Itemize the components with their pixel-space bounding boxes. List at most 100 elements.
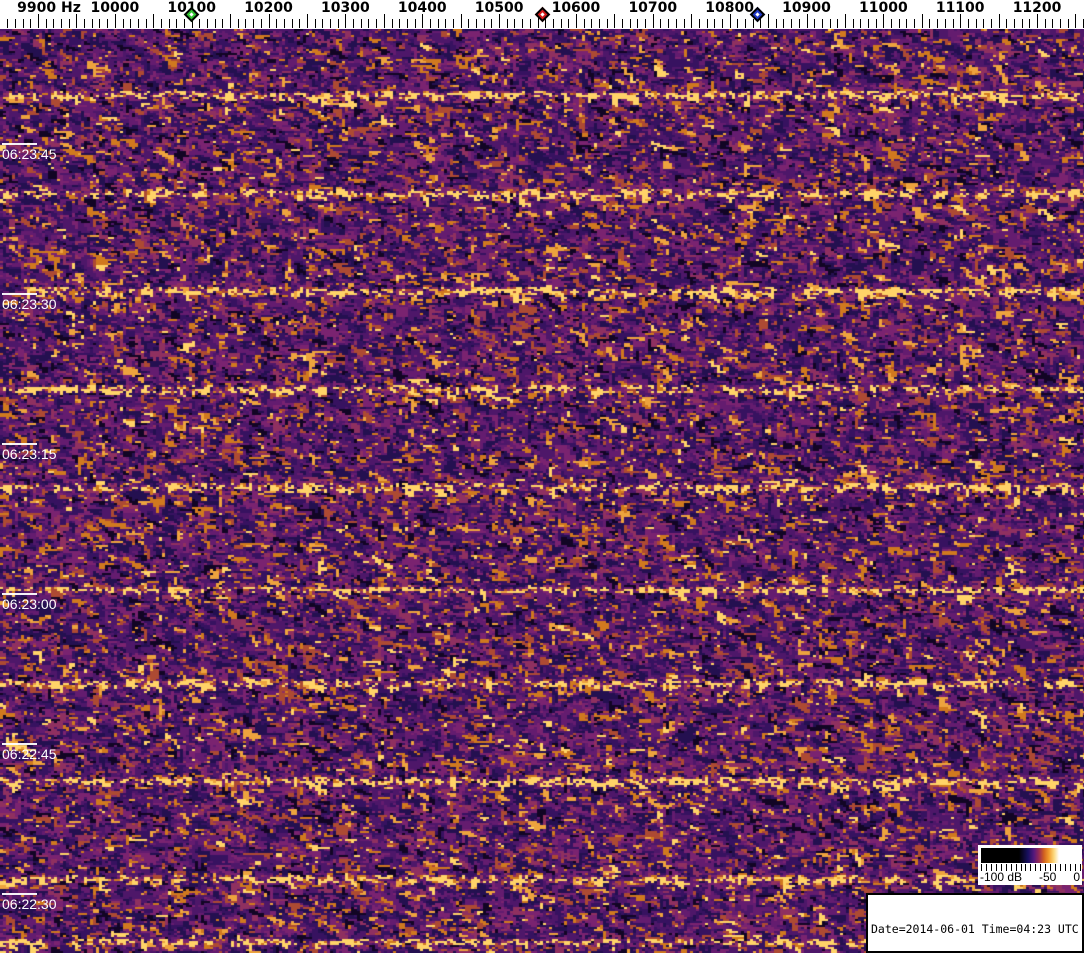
time-label: 06:23:30 <box>2 296 57 312</box>
legend-tick <box>1069 864 1071 871</box>
ruler-tick <box>361 19 362 28</box>
ruler-tick <box>737 19 738 28</box>
ruler-tick <box>476 19 477 28</box>
ruler-tick <box>169 19 170 28</box>
ruler-freq-label: 10200 <box>244 0 293 16</box>
frequency-ruler[interactable]: 9900 Hz100001010010200103001040010500106… <box>0 0 1084 29</box>
ruler-tick <box>960 14 961 28</box>
ruler-tick <box>292 19 293 28</box>
ruler-tick <box>853 19 854 28</box>
ruler-tick <box>322 19 323 28</box>
ruler-tick <box>399 19 400 28</box>
legend-tick <box>1005 864 1007 871</box>
ruler-tick <box>545 19 546 28</box>
ruler-tick <box>922 14 923 28</box>
ruler-tick <box>338 19 339 28</box>
legend-tick <box>1010 864 1012 871</box>
ruler-tick <box>883 14 884 28</box>
ruler-freq-label: 10400 <box>397 0 447 16</box>
ruler-tick <box>445 19 446 28</box>
legend-tick <box>995 864 997 871</box>
ruler-freq-label: 10000 <box>90 0 140 16</box>
ruler-tick <box>153 14 154 28</box>
ruler-tick <box>384 14 385 28</box>
ruler-tick <box>807 14 808 28</box>
ruler-tick <box>722 19 723 28</box>
ruler-tick <box>1006 19 1007 28</box>
ruler-tick <box>1022 19 1023 28</box>
ruler-tick <box>684 19 685 28</box>
ruler-tick <box>299 19 300 28</box>
color-gradient-bar <box>981 848 1081 863</box>
ruler-tick <box>783 19 784 28</box>
ruler-tick <box>630 19 631 28</box>
legend-tick <box>1074 864 1076 871</box>
ruler-freq-label: 10600 <box>551 0 601 16</box>
ruler-tick <box>945 19 946 28</box>
ruler-freq-label: 11200 <box>1012 0 1062 16</box>
ruler-tick <box>99 19 100 28</box>
ruler-freq-label: 10500 <box>474 0 524 16</box>
legend-label-mid: -50 <box>1039 870 1057 884</box>
ruler-tick <box>914 19 915 28</box>
ruler-tick <box>276 19 277 28</box>
ruler-tick <box>107 19 108 28</box>
ruler-tick <box>138 19 139 28</box>
ruler-tick <box>929 19 930 28</box>
ruler-tick <box>453 19 454 28</box>
ruler-tick <box>53 19 54 28</box>
ruler-tick <box>23 19 24 28</box>
marker-center-dot <box>755 12 760 17</box>
ruler-tick <box>46 19 47 28</box>
legend-tick <box>1025 864 1027 871</box>
ruler-freq-label: 10900 <box>782 0 831 16</box>
ruler-tick <box>553 19 554 28</box>
ruler-tick <box>745 19 746 28</box>
ruler-tick <box>1068 19 1069 28</box>
ruler-tick <box>1075 14 1076 28</box>
ruler-tick <box>730 14 731 28</box>
ruler-tick <box>1060 19 1061 28</box>
ruler-tick <box>591 19 592 28</box>
ruler-tick <box>130 19 131 28</box>
ruler-tick <box>876 19 877 28</box>
legend-tick <box>1020 864 1022 871</box>
ruler-tick <box>345 14 346 28</box>
ruler-tick <box>199 19 200 28</box>
legend-label-row: -100 dB -50 0 <box>980 870 1080 884</box>
legend-tick <box>1079 864 1081 871</box>
ruler-tick <box>822 19 823 28</box>
ruler-tick <box>991 19 992 28</box>
ruler-tick <box>906 19 907 28</box>
legend-tick <box>1000 864 1002 871</box>
ruler-tick <box>576 14 577 28</box>
ruler-tick <box>261 19 262 28</box>
ruler-freq-label: 9900 Hz <box>17 0 81 16</box>
time-tick <box>2 593 37 595</box>
ruler-tick <box>84 19 85 28</box>
ruler-tick <box>161 19 162 28</box>
ruler-tick <box>407 19 408 28</box>
ruler-tick <box>92 19 93 28</box>
ruler-tick <box>837 19 838 28</box>
ruler-tick <box>1052 19 1053 28</box>
ruler-tick <box>1037 14 1038 28</box>
ruler-tick <box>976 19 977 28</box>
legend-tick <box>1035 864 1037 871</box>
ruler-tick <box>215 19 216 28</box>
time-label: 06:23:15 <box>2 446 57 462</box>
ruler-tick <box>791 19 792 28</box>
ruler-tick <box>353 19 354 28</box>
ruler-tick <box>660 19 661 28</box>
ruler-freq-label: 11100 <box>935 0 985 16</box>
time-label: 06:23:00 <box>2 596 57 612</box>
ruler-tick <box>714 19 715 28</box>
ruler-tick <box>968 19 969 28</box>
ruler-tick <box>230 14 231 28</box>
ruler-tick <box>584 19 585 28</box>
ruler-tick <box>899 19 900 28</box>
ruler-tick <box>845 14 846 28</box>
spectrogram-area: -100 dB -50 0 Date=2014-06-01 Time=04:23… <box>0 29 1084 953</box>
ruler-tick <box>530 19 531 28</box>
spectrogram-canvas[interactable] <box>0 29 1084 953</box>
